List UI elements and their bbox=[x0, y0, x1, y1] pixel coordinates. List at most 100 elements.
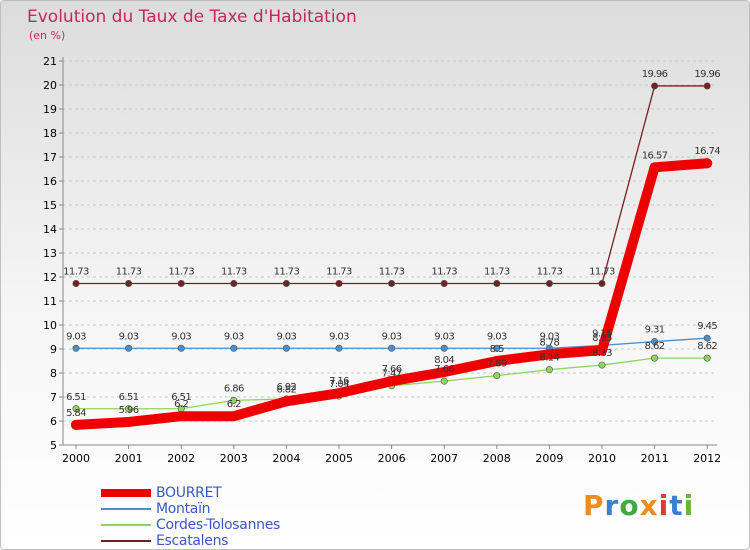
data-label: 7.66 bbox=[434, 364, 454, 375]
x-tick-label: 2012 bbox=[693, 452, 721, 465]
x-tick-label: 2007 bbox=[430, 452, 458, 465]
x-tick-label: 2010 bbox=[588, 452, 616, 465]
series-line-Escatalens bbox=[75, 85, 708, 285]
data-label: 9.03 bbox=[119, 331, 139, 342]
data-label: 5.96 bbox=[119, 405, 139, 416]
data-label: 9.03 bbox=[382, 331, 402, 342]
x-tick-label: 2001 bbox=[115, 452, 143, 465]
data-point bbox=[386, 376, 397, 387]
data-point bbox=[125, 344, 133, 352]
x-tick-label: 2006 bbox=[378, 452, 406, 465]
data-label: 11.73 bbox=[116, 266, 142, 277]
data-label: 19.96 bbox=[642, 69, 668, 80]
data-label: 9.03 bbox=[66, 331, 86, 342]
y-tick-label: 7 bbox=[50, 391, 57, 404]
data-label: 7.16 bbox=[329, 376, 349, 387]
legend-label: Cordes-Tolosannes bbox=[156, 517, 281, 533]
data-point bbox=[125, 405, 133, 413]
data-label: 8.62 bbox=[697, 341, 717, 352]
data-label: 8.33 bbox=[592, 348, 612, 359]
data-point bbox=[598, 361, 606, 369]
data-point bbox=[335, 279, 343, 287]
data-label: 16.74 bbox=[694, 146, 720, 157]
data-point bbox=[388, 344, 396, 352]
data-label: 6.92 bbox=[276, 382, 296, 393]
data-label: 9.15 bbox=[592, 328, 612, 339]
x-tick-label: 2008 bbox=[483, 452, 511, 465]
x-tick-label: 2002 bbox=[167, 452, 195, 465]
x-tick-label: 2005 bbox=[325, 452, 353, 465]
y-tick-label: 17 bbox=[43, 151, 57, 164]
data-point bbox=[440, 344, 448, 352]
data-label: 6.2 bbox=[174, 399, 188, 410]
y-tick-label: 19 bbox=[43, 103, 57, 116]
y-tick-label: 15 bbox=[43, 199, 57, 212]
y-tick-label: 20 bbox=[43, 79, 57, 92]
chart-unit: (en %) bbox=[29, 29, 66, 42]
data-label: 11.73 bbox=[484, 266, 510, 277]
legend-swatch bbox=[101, 489, 151, 497]
data-label: 16.57 bbox=[642, 150, 668, 161]
legend-label: BOURRET bbox=[156, 485, 222, 501]
data-point bbox=[230, 344, 238, 352]
data-point bbox=[177, 344, 185, 352]
data-point bbox=[597, 345, 607, 356]
data-label: 7.66 bbox=[382, 364, 402, 375]
y-tick-label: 12 bbox=[43, 271, 57, 284]
data-point bbox=[230, 396, 238, 404]
data-point bbox=[544, 349, 555, 360]
data-point bbox=[176, 411, 187, 422]
data-point bbox=[651, 338, 659, 346]
data-point bbox=[703, 334, 711, 342]
data-point bbox=[71, 419, 81, 430]
data-label: 7.47 bbox=[382, 369, 402, 380]
legend-swatch bbox=[101, 540, 151, 542]
data-label: 7.04 bbox=[329, 379, 349, 390]
data-point bbox=[703, 354, 711, 362]
data-label: 8.5 bbox=[490, 344, 504, 355]
data-point bbox=[493, 372, 501, 380]
data-label: 11.73 bbox=[379, 266, 405, 277]
data-point bbox=[281, 396, 292, 407]
data-point bbox=[177, 279, 185, 287]
y-tick-label: 10 bbox=[43, 319, 57, 332]
y-tick-label: 13 bbox=[43, 247, 57, 260]
data-point bbox=[334, 388, 344, 399]
x-tick-label: 2004 bbox=[272, 452, 300, 465]
y-tick-label: 18 bbox=[43, 127, 57, 140]
data-label: 8.04 bbox=[434, 355, 454, 366]
legend-swatch bbox=[101, 508, 151, 510]
data-label: 5.84 bbox=[66, 408, 86, 419]
data-label: 11.73 bbox=[537, 266, 563, 277]
x-tick-label: 2011 bbox=[641, 452, 669, 465]
data-point bbox=[545, 366, 553, 374]
data-label: 6.86 bbox=[224, 383, 244, 394]
data-point bbox=[228, 411, 239, 422]
y-tick-label: 8 bbox=[50, 367, 57, 380]
data-point bbox=[649, 162, 660, 173]
x-tick-label: 2000 bbox=[62, 452, 90, 465]
data-label: 9.03 bbox=[171, 331, 191, 342]
data-point bbox=[493, 279, 501, 287]
data-point bbox=[282, 279, 290, 287]
data-point bbox=[440, 377, 448, 385]
data-point bbox=[703, 82, 711, 90]
data-label: 11.73 bbox=[589, 266, 615, 277]
data-label: 11.73 bbox=[221, 266, 247, 277]
data-label: 19.96 bbox=[694, 69, 720, 80]
data-point bbox=[439, 367, 450, 378]
x-tick-label: 2009 bbox=[535, 452, 563, 465]
y-tick-label: 21 bbox=[43, 55, 57, 68]
data-point bbox=[123, 416, 134, 427]
data-point bbox=[282, 344, 290, 352]
data-point bbox=[72, 344, 80, 352]
data-label: 11.73 bbox=[431, 266, 457, 277]
data-label: 6.51 bbox=[171, 392, 191, 403]
data-label: 6.51 bbox=[66, 392, 86, 403]
data-label: 9.03 bbox=[329, 331, 349, 342]
data-label: 8.78 bbox=[539, 337, 559, 348]
data-label: 6.82 bbox=[276, 384, 296, 395]
data-label: 9.03 bbox=[434, 331, 454, 342]
